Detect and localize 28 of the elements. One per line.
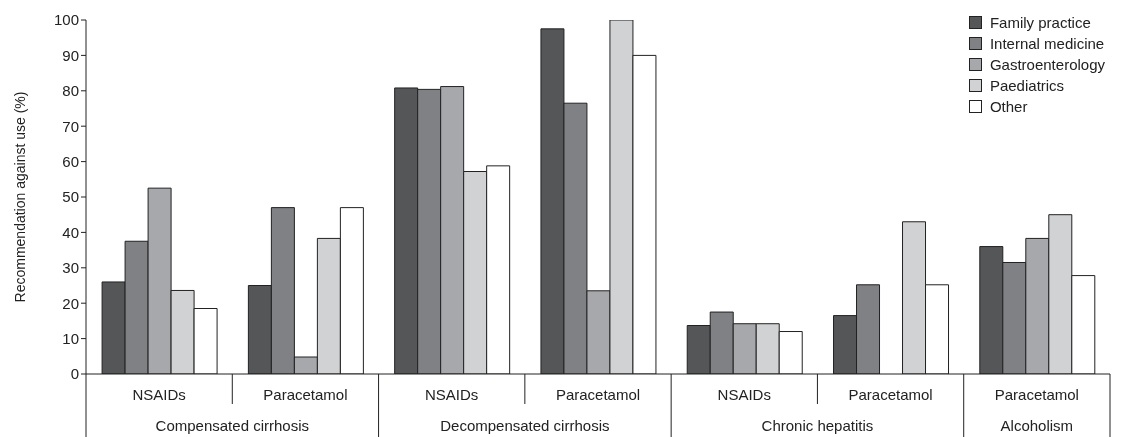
x-tick-label: NSAIDs <box>132 386 186 403</box>
y-tick-label: 80 <box>62 82 79 100</box>
y-tick-label: 70 <box>62 117 79 135</box>
legend-label: Paediatrics <box>989 76 1065 96</box>
y-tick-label: 40 <box>62 223 79 241</box>
y-tick-label: 50 <box>62 188 79 206</box>
x-tick-label: Paracetamol <box>994 386 1079 403</box>
legend-label: Family practice <box>989 13 1091 33</box>
text: Compensated cirrhosis <box>155 417 309 434</box>
x-tick-label: Paracetamol <box>848 386 933 403</box>
y-tick-label: 10 <box>62 329 79 347</box>
y-tick-label: 30 <box>62 259 79 277</box>
text: Chronic hepatitis <box>761 417 874 434</box>
y-axis-title: Recommendation against use (%) <box>11 91 28 303</box>
x-tick-label: NSAIDs <box>717 386 771 403</box>
legend-label: Other <box>989 97 1028 117</box>
x-tick-label: NSAIDs <box>425 386 479 403</box>
legend-label: Gastroenterology <box>989 55 1105 75</box>
legend-label: Internal medicine <box>989 34 1105 54</box>
x-tick-label: Paracetamol <box>263 386 348 403</box>
y-tick-label: 20 <box>62 294 79 312</box>
y-tick-label: 0 <box>70 365 79 383</box>
text: Decompensated cirrhosis <box>440 417 610 434</box>
y-tick-label: 60 <box>62 152 79 170</box>
y-tick-label: 90 <box>62 46 79 64</box>
y-tick-label: 100 <box>53 11 79 29</box>
x-tick-label: Paracetamol <box>555 386 641 403</box>
text: Alcoholism <box>1000 417 1074 434</box>
